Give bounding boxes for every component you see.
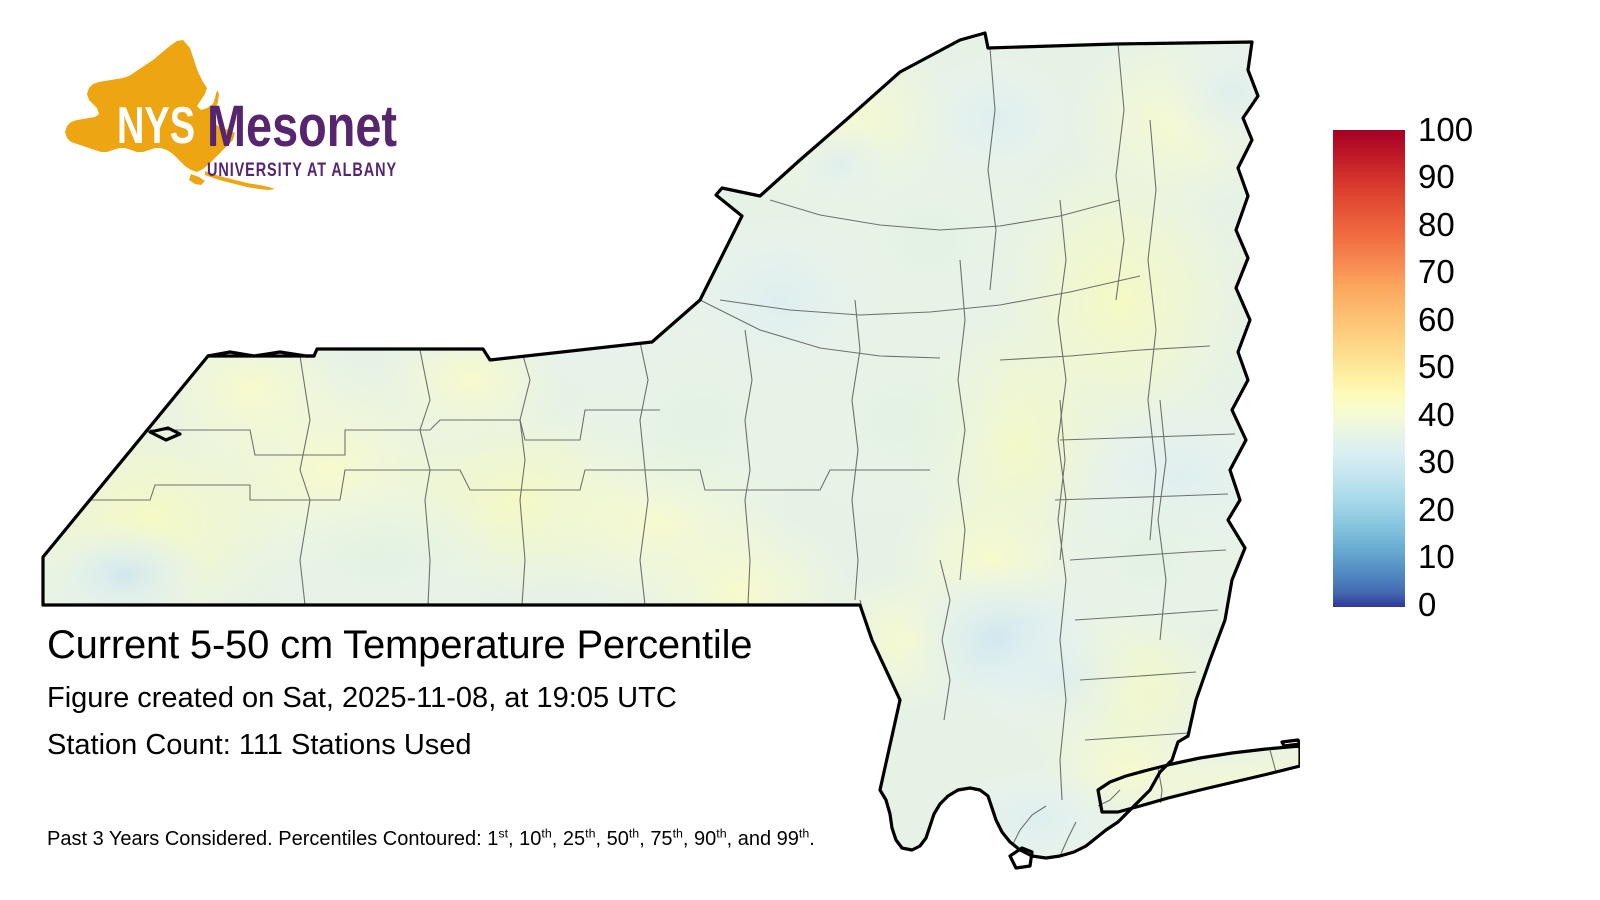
footnote-ordinal-number: 50 — [606, 828, 629, 850]
colorbar-tick-80: 80 — [1418, 206, 1455, 243]
figure-title: Current 5-50 cm Temperature Percentile — [47, 623, 753, 667]
footnote-separator: , and — [726, 828, 777, 850]
footnote-ordinal-suffix: th — [716, 826, 727, 841]
figure-station-count-line: Station Count: 111 Stations Used — [47, 729, 472, 761]
nys-mesonet-logo: NYS Mesonet UNIVERSITY AT ALBANY — [55, 38, 400, 198]
figure-caption-block: Current 5-50 cm Temperature Percentile F… — [47, 622, 1047, 762]
figure-footnote: Past 3 Years Considered. Percentiles Con… — [47, 827, 815, 851]
footnote-ordinal-suffix: st — [498, 826, 509, 841]
logo-ny-state-shape — [65, 40, 275, 190]
footnote-ordinal-suffix: th — [798, 826, 810, 841]
footnote-separator: , — [682, 828, 695, 850]
colorbar-tick-90: 90 — [1418, 158, 1455, 195]
figure-created-line: Figure created on Sat, 2025-11-08, at 19… — [47, 682, 677, 714]
footnote-prefix: Past 3 Years Considered. Percentiles Con… — [47, 828, 488, 850]
colorbar-tick-10: 10 — [1418, 538, 1455, 575]
logo-text-nys: NYS — [117, 97, 195, 155]
colorbar-tick-70: 70 — [1418, 253, 1455, 290]
colorbar-tick-100: 100 — [1418, 111, 1474, 148]
new-york-percentile-map — [41, 31, 1300, 870]
state-outline — [41, 31, 1300, 870]
footnote-ordinal-suffix: th — [672, 826, 683, 841]
footnote-ordinal-number: 25 — [562, 828, 586, 850]
colorbar-tick-30: 30 — [1418, 443, 1455, 480]
footnote-separator: , — [595, 828, 607, 850]
logo-text-mesonet: Mesonet — [207, 94, 397, 159]
footnote-ordinal-number: 75 — [650, 828, 673, 850]
footnote-ordinal-suffix: th — [541, 826, 552, 841]
footnote-separator: , — [551, 828, 563, 850]
footnote-ordinal-number: 99 — [776, 828, 799, 850]
footnote-separator: , — [508, 828, 520, 850]
footnote-separator: . — [809, 828, 815, 850]
logo-text-subtitle: UNIVERSITY AT ALBANY — [207, 160, 397, 181]
footnote-ordinal-number: 90 — [694, 828, 717, 850]
footnote-ordinal-suffix: th — [628, 826, 640, 841]
footnote-ordinal-number: 1 — [487, 828, 499, 850]
footnote-separator: , — [639, 828, 651, 850]
colorbar-tick-40: 40 — [1418, 396, 1455, 433]
colorbar-gradient — [1333, 130, 1405, 607]
percentile-contour-field — [43, 33, 1300, 858]
footnote-ordinal-number: 10 — [519, 828, 542, 850]
footnote-ordinal-suffix: th — [585, 826, 596, 841]
colorbar-tick-50: 50 — [1418, 348, 1455, 385]
percentile-colorbar: 100 90 80 70 60 50 40 30 20 10 0 — [1333, 113, 1583, 621]
footnote-ordinal-list: 1st, 10th, 25th, 50th, 75th, 90th, and 9… — [487, 826, 815, 850]
colorbar-tick-20: 20 — [1418, 491, 1455, 528]
colorbar-tick-0: 0 — [1418, 586, 1437, 623]
colorbar-tick-60: 60 — [1418, 301, 1455, 338]
